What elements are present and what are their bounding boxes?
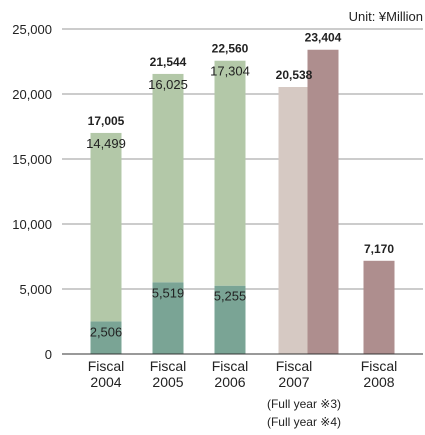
bar-segment — [90, 132, 122, 322]
category-labels: Fiscal2004Fiscal2005Fiscal2006Fiscal2007… — [88, 358, 398, 390]
bar-total-label: 22,560 — [212, 42, 249, 56]
x-category-label: Fiscal — [212, 358, 249, 374]
x-category-year: 2008 — [363, 374, 394, 390]
bar-total-label: 23,404 — [305, 31, 342, 45]
bar-total-label: 7,170 — [364, 242, 394, 256]
y-tick-label: 5,000 — [19, 282, 52, 297]
bar-total-label: 20,538 — [276, 68, 313, 82]
segment-labels: 2,506 14,499 5,519 16,025 5,255 17,304 — [86, 64, 250, 340]
bar-segment — [363, 260, 395, 354]
bar-segment — [214, 285, 246, 354]
bar-segment — [278, 87, 310, 355]
x-category-year: 2006 — [214, 374, 245, 390]
x-category-year: 2007 — [278, 374, 309, 390]
segment-value-label: 14,499 — [86, 136, 126, 151]
total-labels: 17,005 21,544 22,560 20,538 23,404 7,170 — [88, 31, 395, 256]
note-full-year-3: (Full year ※3) — [267, 397, 341, 411]
segment-value-label: 16,025 — [148, 77, 188, 92]
segment-value-label: 2,506 — [90, 324, 123, 339]
x-category-label: Fiscal — [276, 358, 313, 374]
y-tick-label: 0 — [45, 347, 52, 362]
bars — [90, 49, 395, 355]
y-tick-label: 10,000 — [12, 217, 52, 232]
segment-value-label: 5,519 — [152, 285, 185, 300]
segment-value-label: 17,304 — [210, 64, 250, 79]
bar-total-label: 17,005 — [88, 114, 125, 128]
bar-segment — [152, 73, 184, 283]
x-category-year: 2005 — [152, 374, 183, 390]
y-tick-label: 20,000 — [12, 87, 52, 102]
bar-segment — [90, 321, 122, 354]
bar-total-label: 21,544 — [150, 55, 187, 69]
unit-label: Unit: ¥Million — [349, 9, 423, 24]
bar-segment — [152, 282, 184, 354]
bar-segment — [214, 60, 246, 286]
x-category-label: Fiscal — [361, 358, 398, 374]
y-tick-label: 25,000 — [12, 22, 52, 37]
x-category-label: Fiscal — [150, 358, 187, 374]
note-full-year-4: (Full year ※4) — [267, 415, 341, 429]
x-category-label: Fiscal — [88, 358, 125, 374]
segment-value-label: 5,255 — [214, 289, 247, 304]
x-category-year: 2004 — [90, 374, 121, 390]
bar-segment — [307, 49, 339, 355]
y-axis-ticks: 0 5,000 10,000 15,000 20,000 25,000 — [12, 22, 52, 362]
y-tick-label: 15,000 — [12, 152, 52, 167]
